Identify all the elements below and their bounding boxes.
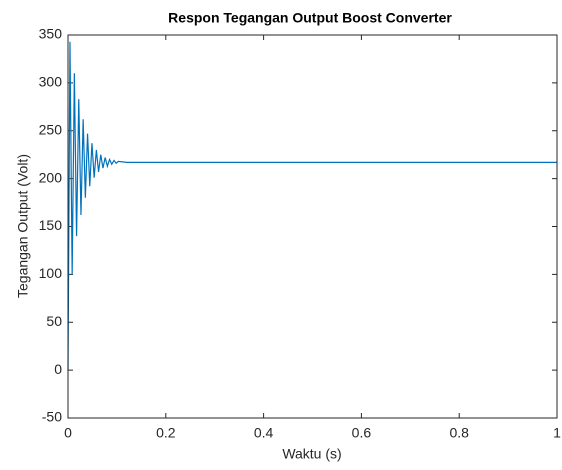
y-tick-label: 100	[39, 265, 63, 281]
chart-title: Respon Tegangan Output Boost Converter	[168, 10, 452, 26]
x-axis-label: Waktu (s)	[282, 446, 341, 462]
x-tick-label: 0.6	[352, 425, 372, 441]
y-tick-label: 150	[39, 217, 63, 233]
x-tick-label: 0.8	[449, 425, 469, 441]
x-tick-label: 0.2	[156, 425, 176, 441]
x-tick-label: 1	[553, 425, 561, 441]
y-tick-label: 250	[39, 121, 63, 137]
y-tick-label: 200	[39, 169, 63, 185]
y-tick-label: 50	[46, 313, 62, 329]
y-axis-label: Tegangan Output (Volt)	[15, 154, 31, 298]
y-tick-label: 300	[39, 74, 63, 90]
y-tick-label: -50	[42, 409, 62, 425]
y-tick-label: 0	[54, 361, 62, 377]
x-tick-label: 0	[64, 425, 72, 441]
line-series	[67, 41, 557, 371]
axes-box	[67, 34, 558, 419]
x-tick-label: 0.4	[254, 425, 274, 441]
y-tick-label: 350	[39, 26, 63, 42]
